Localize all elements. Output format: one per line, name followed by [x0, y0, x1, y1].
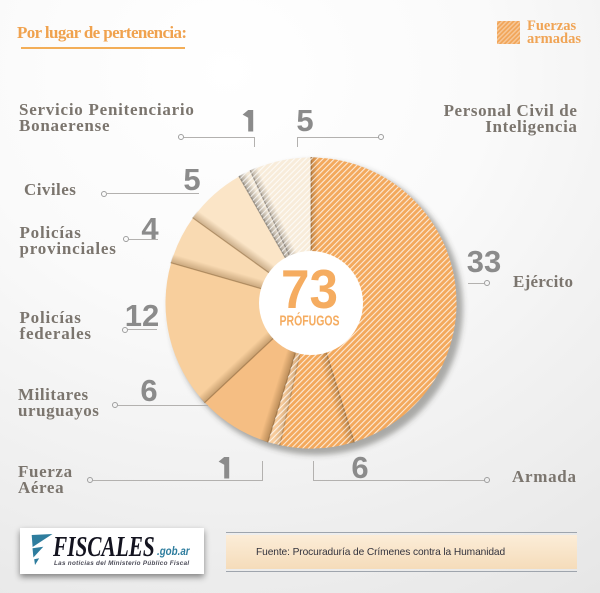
svg-text:73: 73 — [281, 258, 338, 320]
svg-text:PRÓFUGOS: PRÓFUGOS — [280, 312, 340, 330]
